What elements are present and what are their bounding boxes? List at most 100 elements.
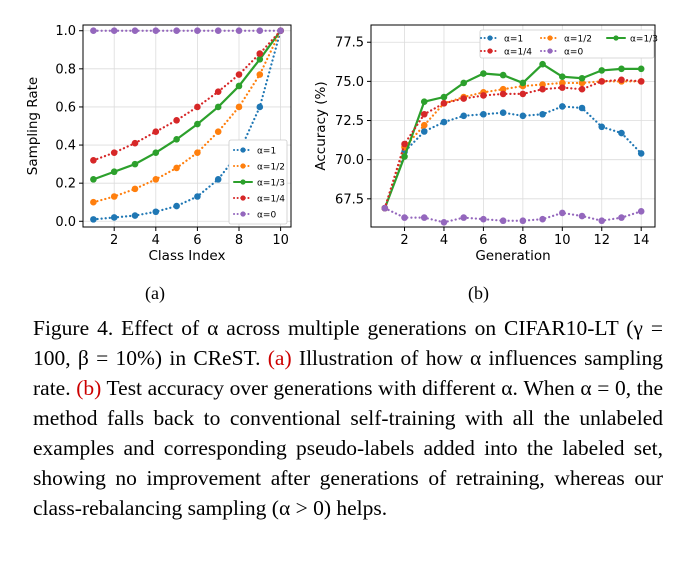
- data-point: [519, 90, 527, 98]
- data-point: [598, 123, 606, 131]
- y-tick-label: 77.5: [335, 36, 364, 51]
- data-point: [559, 103, 566, 110]
- data-point: [420, 214, 428, 221]
- x-tick-label: 8: [519, 233, 527, 248]
- data-point: [420, 121, 428, 129]
- data-point: [559, 73, 566, 80]
- data-point: [90, 157, 97, 164]
- legend-label: α=1: [504, 35, 523, 45]
- legend-swatch-marker: [487, 48, 493, 54]
- data-point: [618, 129, 625, 137]
- legend-swatch-marker: [547, 48, 553, 54]
- data-point: [559, 79, 566, 87]
- data-point: [214, 176, 222, 183]
- y-tick-label: 70.0: [335, 153, 364, 168]
- data-point: [460, 112, 467, 120]
- data-point: [90, 216, 97, 223]
- series-line: [92, 29, 282, 221]
- data-point: [578, 104, 586, 112]
- data-point: [256, 27, 264, 35]
- x-axis-label: Class Index: [149, 248, 226, 264]
- data-point: [235, 82, 243, 90]
- data-point: [637, 150, 645, 157]
- data-point: [499, 217, 507, 225]
- data-point: [173, 164, 180, 172]
- x-tick-label: 4: [152, 233, 160, 248]
- x-tick-label: 6: [479, 233, 487, 248]
- data-point: [110, 214, 118, 221]
- legend-box: [228, 139, 288, 225]
- series-line: [383, 62, 643, 210]
- data-point: [519, 79, 527, 87]
- series-line: [383, 105, 643, 210]
- data-point: [440, 93, 448, 101]
- data-point: [131, 160, 139, 168]
- data-point: [214, 88, 222, 95]
- series-line: [383, 207, 643, 224]
- legend-label: α=1/2: [257, 163, 285, 173]
- legend-label: α=1/3: [257, 179, 285, 189]
- x-tick-label: 8: [235, 233, 243, 248]
- series-line: [383, 78, 643, 210]
- series-line: [92, 29, 282, 181]
- data-point: [460, 79, 467, 87]
- data-point: [618, 214, 625, 221]
- data-point: [131, 212, 139, 219]
- data-point: [499, 71, 507, 79]
- y-tick-label: 0.6: [55, 100, 76, 115]
- y-tick-label: 0.4: [55, 139, 76, 154]
- data-point: [90, 27, 97, 35]
- data-point: [110, 149, 118, 156]
- data-point: [519, 112, 527, 120]
- data-point: [440, 219, 448, 226]
- accuracy-chart: 2 4 6 8 10 12 14 67.5 70.0 72.5 75.0 77.5 Generation…: [313, 24, 658, 264]
- data-point: [235, 27, 243, 35]
- caption-ref-b[interactable]: (b): [76, 376, 102, 400]
- x-tick-label: 10: [554, 233, 571, 248]
- legend-swatch-marker: [613, 35, 619, 41]
- data-point: [578, 85, 586, 93]
- subcaption-b: (b): [468, 283, 489, 303]
- x-tick-label: 2: [110, 233, 118, 248]
- y-tick-label: 1.0: [55, 24, 76, 39]
- data-point: [152, 27, 160, 35]
- data-point: [194, 120, 201, 128]
- legend-swatch-marker: [240, 211, 246, 217]
- data-point: [214, 128, 222, 136]
- caption-ref-a[interactable]: (a): [267, 346, 292, 370]
- data-point: [539, 110, 546, 118]
- legend-swatch-marker: [240, 195, 246, 201]
- data-point: [152, 149, 160, 156]
- data-point: [152, 128, 160, 136]
- data-point: [131, 185, 139, 193]
- data-point: [194, 193, 201, 200]
- data-point: [499, 90, 507, 98]
- data-point: [235, 71, 243, 78]
- data-point: [460, 95, 467, 102]
- legend-label: α=1/4: [504, 48, 532, 58]
- data-point: [277, 27, 284, 35]
- legend-label: α=0: [257, 211, 276, 221]
- data-point: [194, 149, 201, 156]
- data-point: [256, 103, 264, 111]
- data-point: [256, 50, 264, 57]
- data-point: [90, 176, 97, 183]
- y-axis-label: Sampling Rate: [25, 77, 41, 175]
- legend-swatch-marker: [240, 147, 246, 153]
- data-point: [173, 136, 180, 143]
- data-point: [420, 98, 428, 106]
- chart-legend: α=1 α=1/2 α=1/3 α=1/4 α=0: [228, 139, 288, 225]
- series-line: [92, 29, 282, 204]
- data-point: [173, 27, 180, 35]
- data-point: [194, 27, 201, 35]
- data-point: [618, 65, 625, 73]
- data-point: [480, 70, 487, 77]
- data-point: [110, 168, 118, 176]
- data-point: [539, 85, 546, 93]
- legend-label: α=0: [564, 48, 583, 58]
- data-point: [578, 79, 586, 87]
- y-tick-label: 0.2: [55, 177, 76, 192]
- legend-swatch-marker: [487, 35, 493, 41]
- legend-label: α=1/4: [257, 195, 285, 205]
- data-point: [152, 176, 160, 183]
